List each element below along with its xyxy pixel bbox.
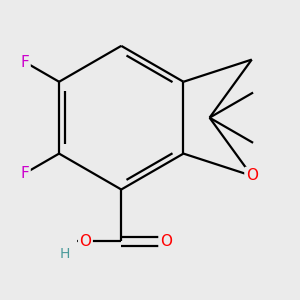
Text: O: O xyxy=(160,234,172,249)
Text: H: H xyxy=(60,247,70,261)
Text: O: O xyxy=(246,168,258,183)
Text: F: F xyxy=(20,55,29,70)
Text: O: O xyxy=(80,234,92,249)
Text: F: F xyxy=(20,166,29,181)
